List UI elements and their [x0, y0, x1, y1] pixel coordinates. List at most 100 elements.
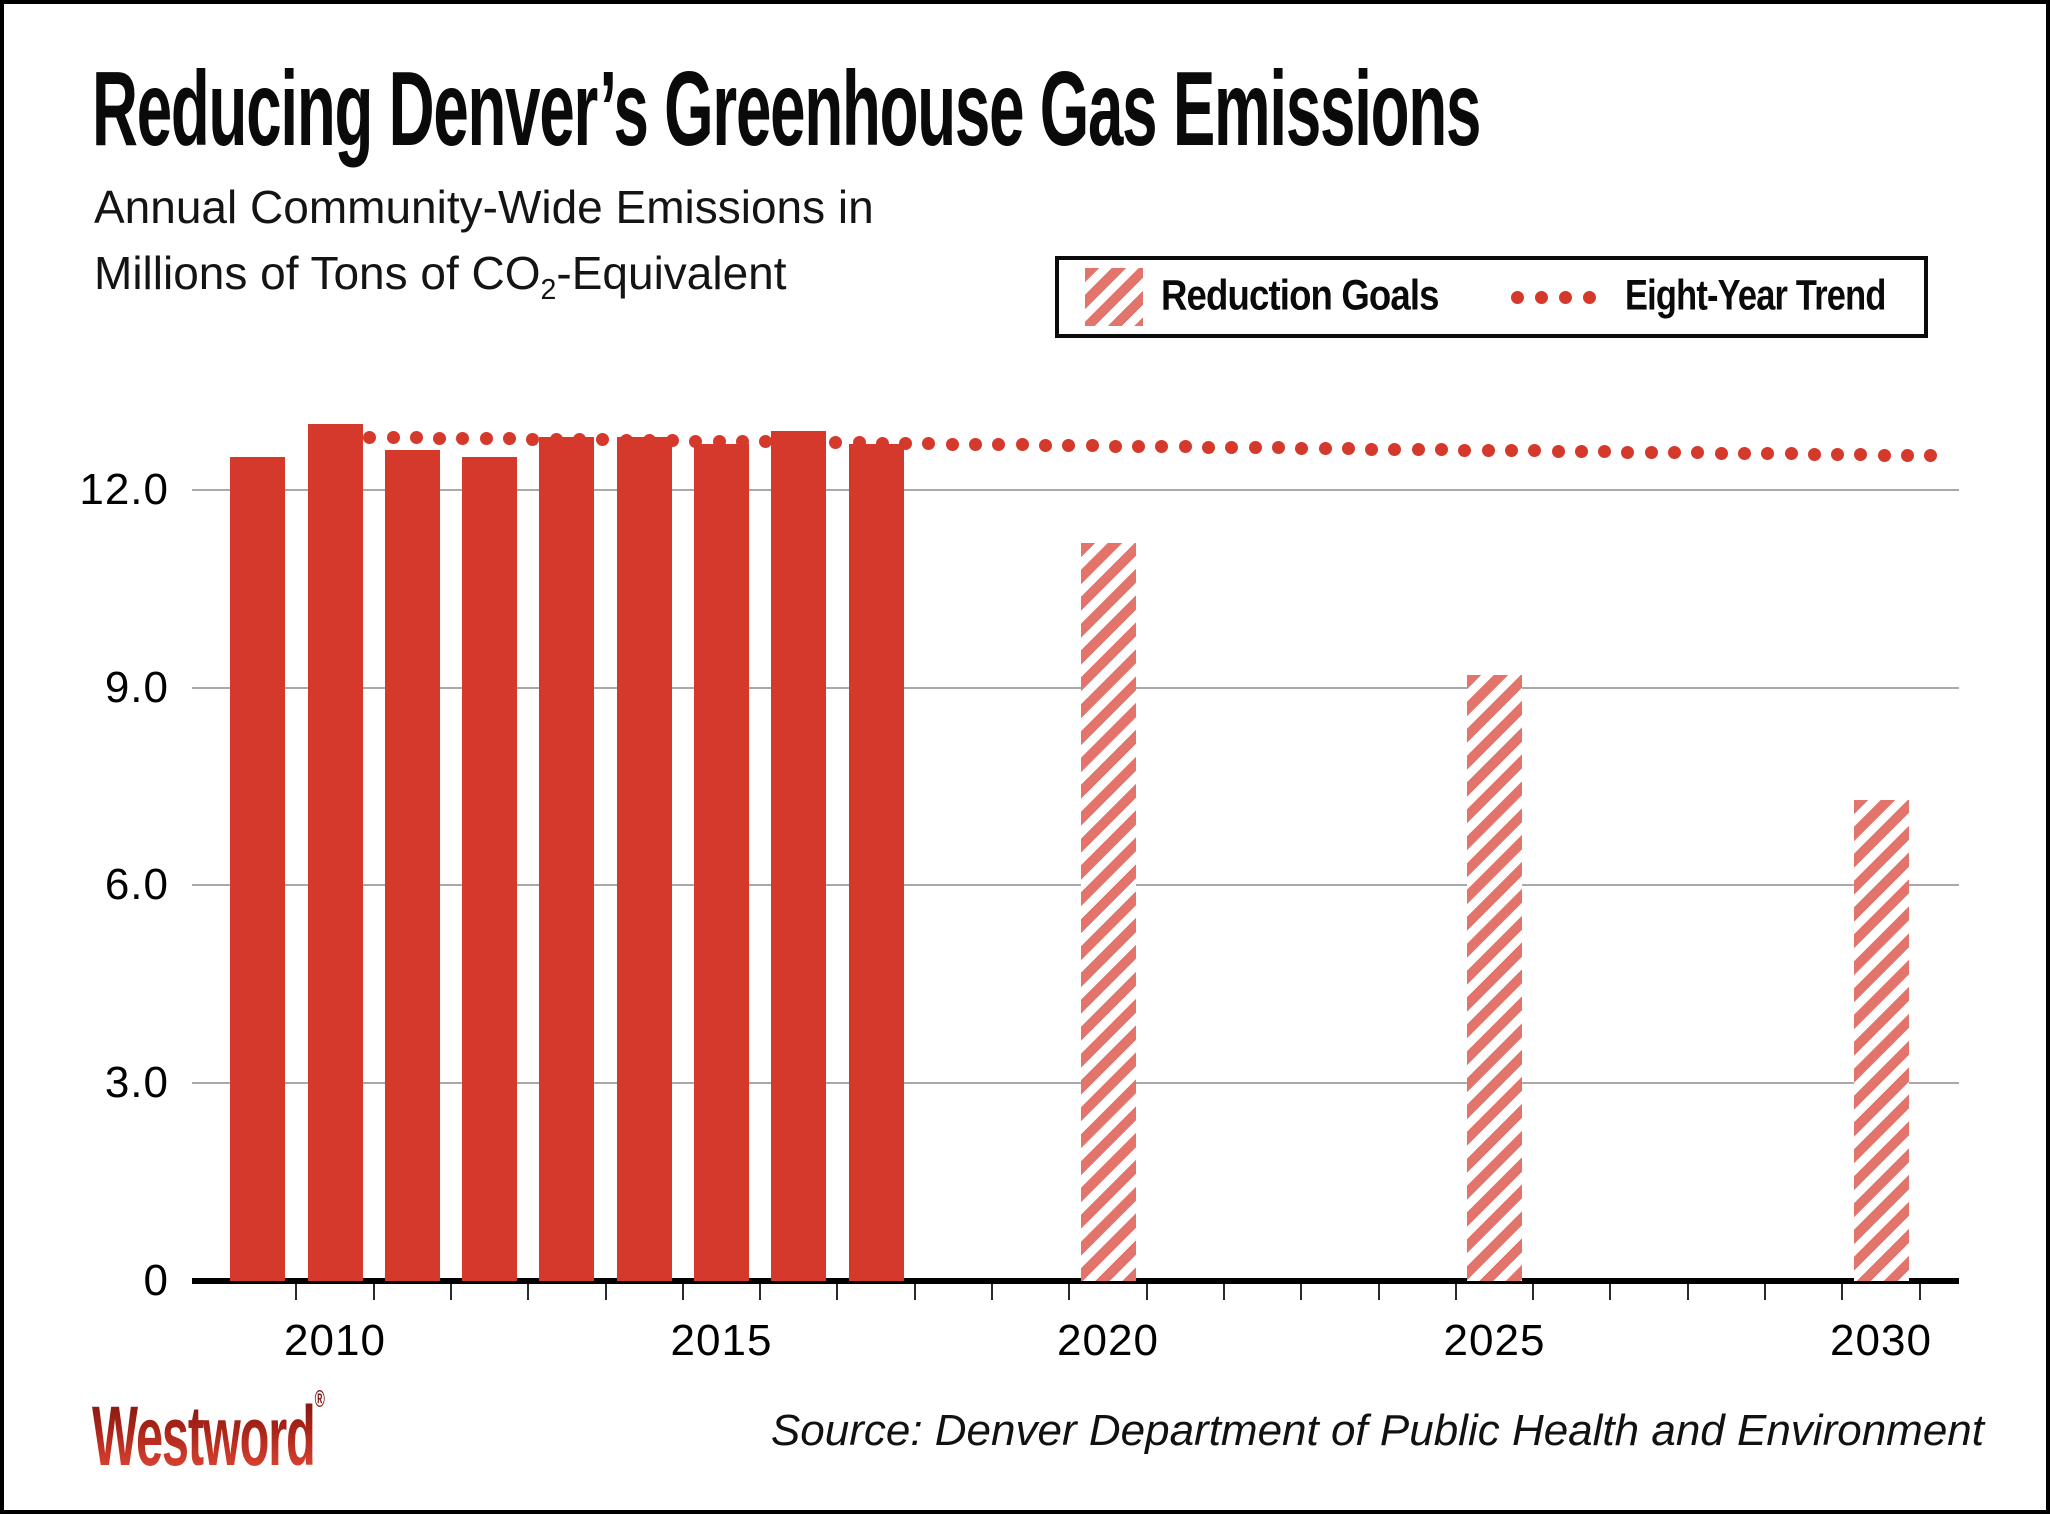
x-axis-label-2010: 2010 [284, 1316, 386, 1365]
axis-tick [1609, 1284, 1612, 1300]
legend-eight-year-trend-label: Eight-Year Trend [1625, 271, 1886, 320]
bar-2014 [616, 437, 672, 1281]
eight-year-trend-dot [1598, 445, 1612, 459]
eight-year-trend-dot [1504, 444, 1518, 458]
eight-year-trend-dot [1108, 439, 1122, 453]
eight-year-trend-dot [1784, 447, 1798, 461]
eight-year-trend-dot [875, 436, 889, 450]
eight-year-trend-dot [666, 434, 680, 448]
eight-year-trend-dot [1225, 440, 1239, 454]
eight-year-trend-dot [1691, 446, 1705, 460]
gridline-3.0 [192, 1082, 1959, 1085]
co2-subscript: 2 [540, 274, 557, 307]
eight-year-trend-dot [1085, 439, 1099, 453]
eight-year-trend-dot [736, 435, 750, 449]
legend-dot [1559, 291, 1572, 304]
subtitle-line-2: Millions of Tons of CO2-Equivalent [94, 247, 787, 307]
eight-year-trend-dot [1248, 441, 1262, 455]
eight-year-trend-dot [596, 433, 610, 447]
axis-tick [681, 1284, 684, 1300]
bar-2011 [384, 450, 440, 1281]
eight-year-trend-dot [759, 435, 773, 449]
eight-year-trend-dot [1877, 448, 1891, 462]
eight-year-trend-dot [1062, 438, 1076, 452]
subtitle-line-1: Annual Community-Wide Emissions in [94, 181, 874, 233]
axis-tick [295, 1284, 298, 1300]
eight-year-trend-dot [992, 438, 1006, 452]
page-title: Reducing Denver’s Greenhouse Gas Emissio… [92, 50, 1481, 168]
eight-year-trend-dot [1038, 438, 1052, 452]
bar-2016 [771, 430, 827, 1281]
eight-year-trend-dot [969, 437, 983, 451]
y-axis-label-3.0: 3.0 [104, 1058, 169, 1108]
eight-year-trend-dot [1528, 444, 1542, 458]
eight-year-trend-dot [1644, 445, 1658, 459]
eight-year-trend-dot [1155, 440, 1169, 454]
eight-year-trend-dot [1435, 443, 1449, 457]
bar-2017 [848, 443, 904, 1281]
axis-tick [604, 1284, 607, 1300]
eight-year-trend-dot [829, 436, 843, 450]
eight-year-trend-dot [363, 430, 377, 444]
axis-tick [1300, 1284, 1303, 1300]
axis-tick [527, 1284, 530, 1300]
axis-tick [759, 1284, 762, 1300]
axis-tick [1068, 1284, 1071, 1300]
axis-tick [1145, 1284, 1148, 1300]
legend-reduction-goals-label: Reduction Goals [1161, 271, 1440, 320]
eight-year-trend-dot [1668, 446, 1682, 460]
eight-year-trend-dot [503, 432, 517, 446]
eight-year-trend-dot [619, 433, 633, 447]
eight-year-trend-dot [922, 437, 936, 451]
axis-tick [1686, 1284, 1689, 1300]
eight-year-trend-dot [945, 437, 959, 451]
bar-2013 [539, 437, 595, 1281]
axis-tick [449, 1284, 452, 1300]
legend-dot [1535, 291, 1548, 304]
goal-bar-2020 [1080, 542, 1136, 1281]
y-axis-label-0: 0 [143, 1256, 169, 1305]
eight-year-trend-dot [805, 435, 819, 449]
eight-year-trend-dot [1341, 442, 1355, 456]
eight-year-trend-dot [386, 430, 400, 444]
x-axis-label-2025: 2025 [1443, 1316, 1546, 1365]
reduction-goals-swatch-icon [1085, 268, 1143, 326]
x-axis-label-2015: 2015 [670, 1316, 773, 1365]
eight-year-trend-dot [479, 432, 493, 446]
eight-year-trend-dot [456, 431, 470, 445]
plot-area: 0 3.0 6.0 9.0 12.0 2010 2015 2020 2025 2030 [4, 4, 2046, 1510]
chart-subtitle: Annual Community-Wide Emissions in Milli… [94, 174, 874, 306]
registered-mark-icon: ® [314, 1386, 325, 1413]
axis-tick [1532, 1284, 1535, 1300]
axis-tick [372, 1284, 375, 1300]
eight-year-trend-dot [526, 432, 540, 446]
bar-2010 [307, 424, 363, 1281]
eight-year-trend-dot [782, 435, 796, 449]
eight-year-trend-dot [1831, 448, 1845, 462]
axis-tick [1377, 1284, 1380, 1300]
legend-dot [1511, 291, 1524, 304]
westword-logo: Westword® [92, 1386, 325, 1483]
eight-year-trend-dot [1901, 448, 1915, 462]
axis-tick [1918, 1284, 1921, 1300]
eight-year-trend-dot [899, 437, 913, 451]
eight-year-trend-dot [1574, 445, 1588, 458]
goal-bar-2030 [1853, 799, 1909, 1281]
eight-year-trend-dot [1551, 444, 1565, 458]
x-axis-label-2030: 2030 [1830, 1316, 1932, 1365]
eight-year-trend-dot [1295, 441, 1309, 455]
gridline-6.0 [192, 884, 1959, 887]
eight-year-trend-dot [1714, 446, 1728, 460]
eight-year-trend-dot [1318, 441, 1332, 455]
eight-year-trend-dot [1132, 439, 1146, 453]
axis-tick [1454, 1284, 1457, 1300]
eight-year-trend-dot [1015, 438, 1029, 452]
eight-year-trend-dot [1388, 442, 1402, 456]
eight-year-trend-dot [1365, 442, 1379, 456]
axis-tick [1222, 1284, 1225, 1300]
y-axis-label-6.0: 6.0 [104, 860, 169, 910]
y-axis-label-12.0: 12.0 [79, 464, 169, 514]
eight-year-trend-dot [1621, 445, 1635, 459]
trend-dotted-line-icon [1511, 291, 1596, 304]
gridline-12.0 [192, 488, 1959, 491]
